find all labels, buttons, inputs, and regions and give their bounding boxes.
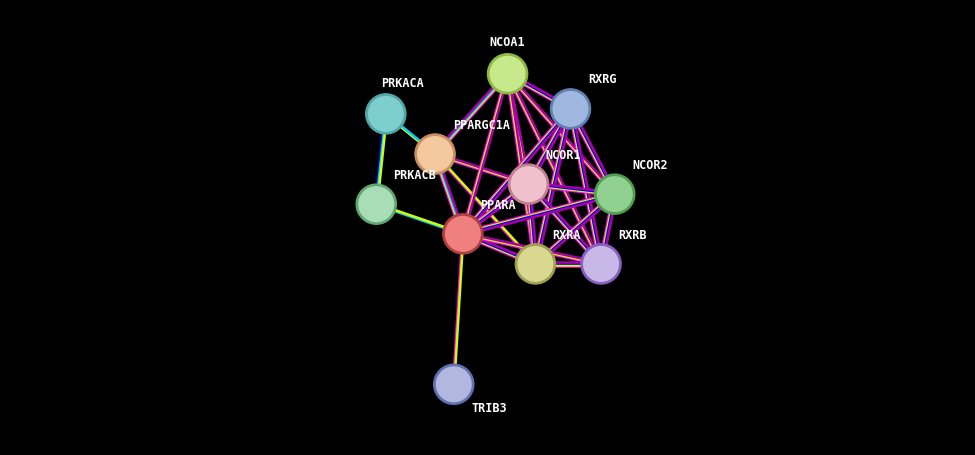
Circle shape — [369, 97, 403, 132]
Circle shape — [437, 367, 471, 402]
Circle shape — [446, 217, 481, 252]
Circle shape — [553, 92, 588, 127]
Text: PPARA: PPARA — [481, 198, 516, 212]
Circle shape — [509, 165, 549, 205]
Text: RXRG: RXRG — [588, 73, 616, 86]
Circle shape — [584, 247, 618, 282]
Text: PRKACA: PRKACA — [381, 76, 424, 90]
Circle shape — [417, 137, 452, 172]
Circle shape — [415, 135, 455, 175]
Circle shape — [488, 55, 527, 95]
Circle shape — [490, 57, 525, 92]
Text: PRKACB: PRKACB — [394, 169, 437, 182]
Text: TRIB3: TRIB3 — [471, 401, 507, 414]
Circle shape — [443, 214, 483, 254]
Text: NCOR2: NCOR2 — [632, 159, 668, 172]
Text: RXRB: RXRB — [618, 228, 646, 242]
Circle shape — [511, 167, 546, 202]
Circle shape — [366, 95, 406, 135]
Circle shape — [518, 247, 553, 282]
Circle shape — [581, 244, 621, 284]
Circle shape — [598, 177, 632, 212]
Text: NCOA1: NCOA1 — [489, 36, 526, 49]
Circle shape — [595, 175, 635, 215]
Text: RXRA: RXRA — [553, 228, 581, 242]
Circle shape — [434, 364, 474, 404]
Circle shape — [359, 187, 394, 222]
Text: PPARGC1A: PPARGC1A — [453, 119, 510, 132]
Circle shape — [551, 90, 591, 130]
Circle shape — [516, 244, 556, 284]
Text: NCOR1: NCOR1 — [546, 149, 581, 162]
Circle shape — [356, 185, 396, 225]
